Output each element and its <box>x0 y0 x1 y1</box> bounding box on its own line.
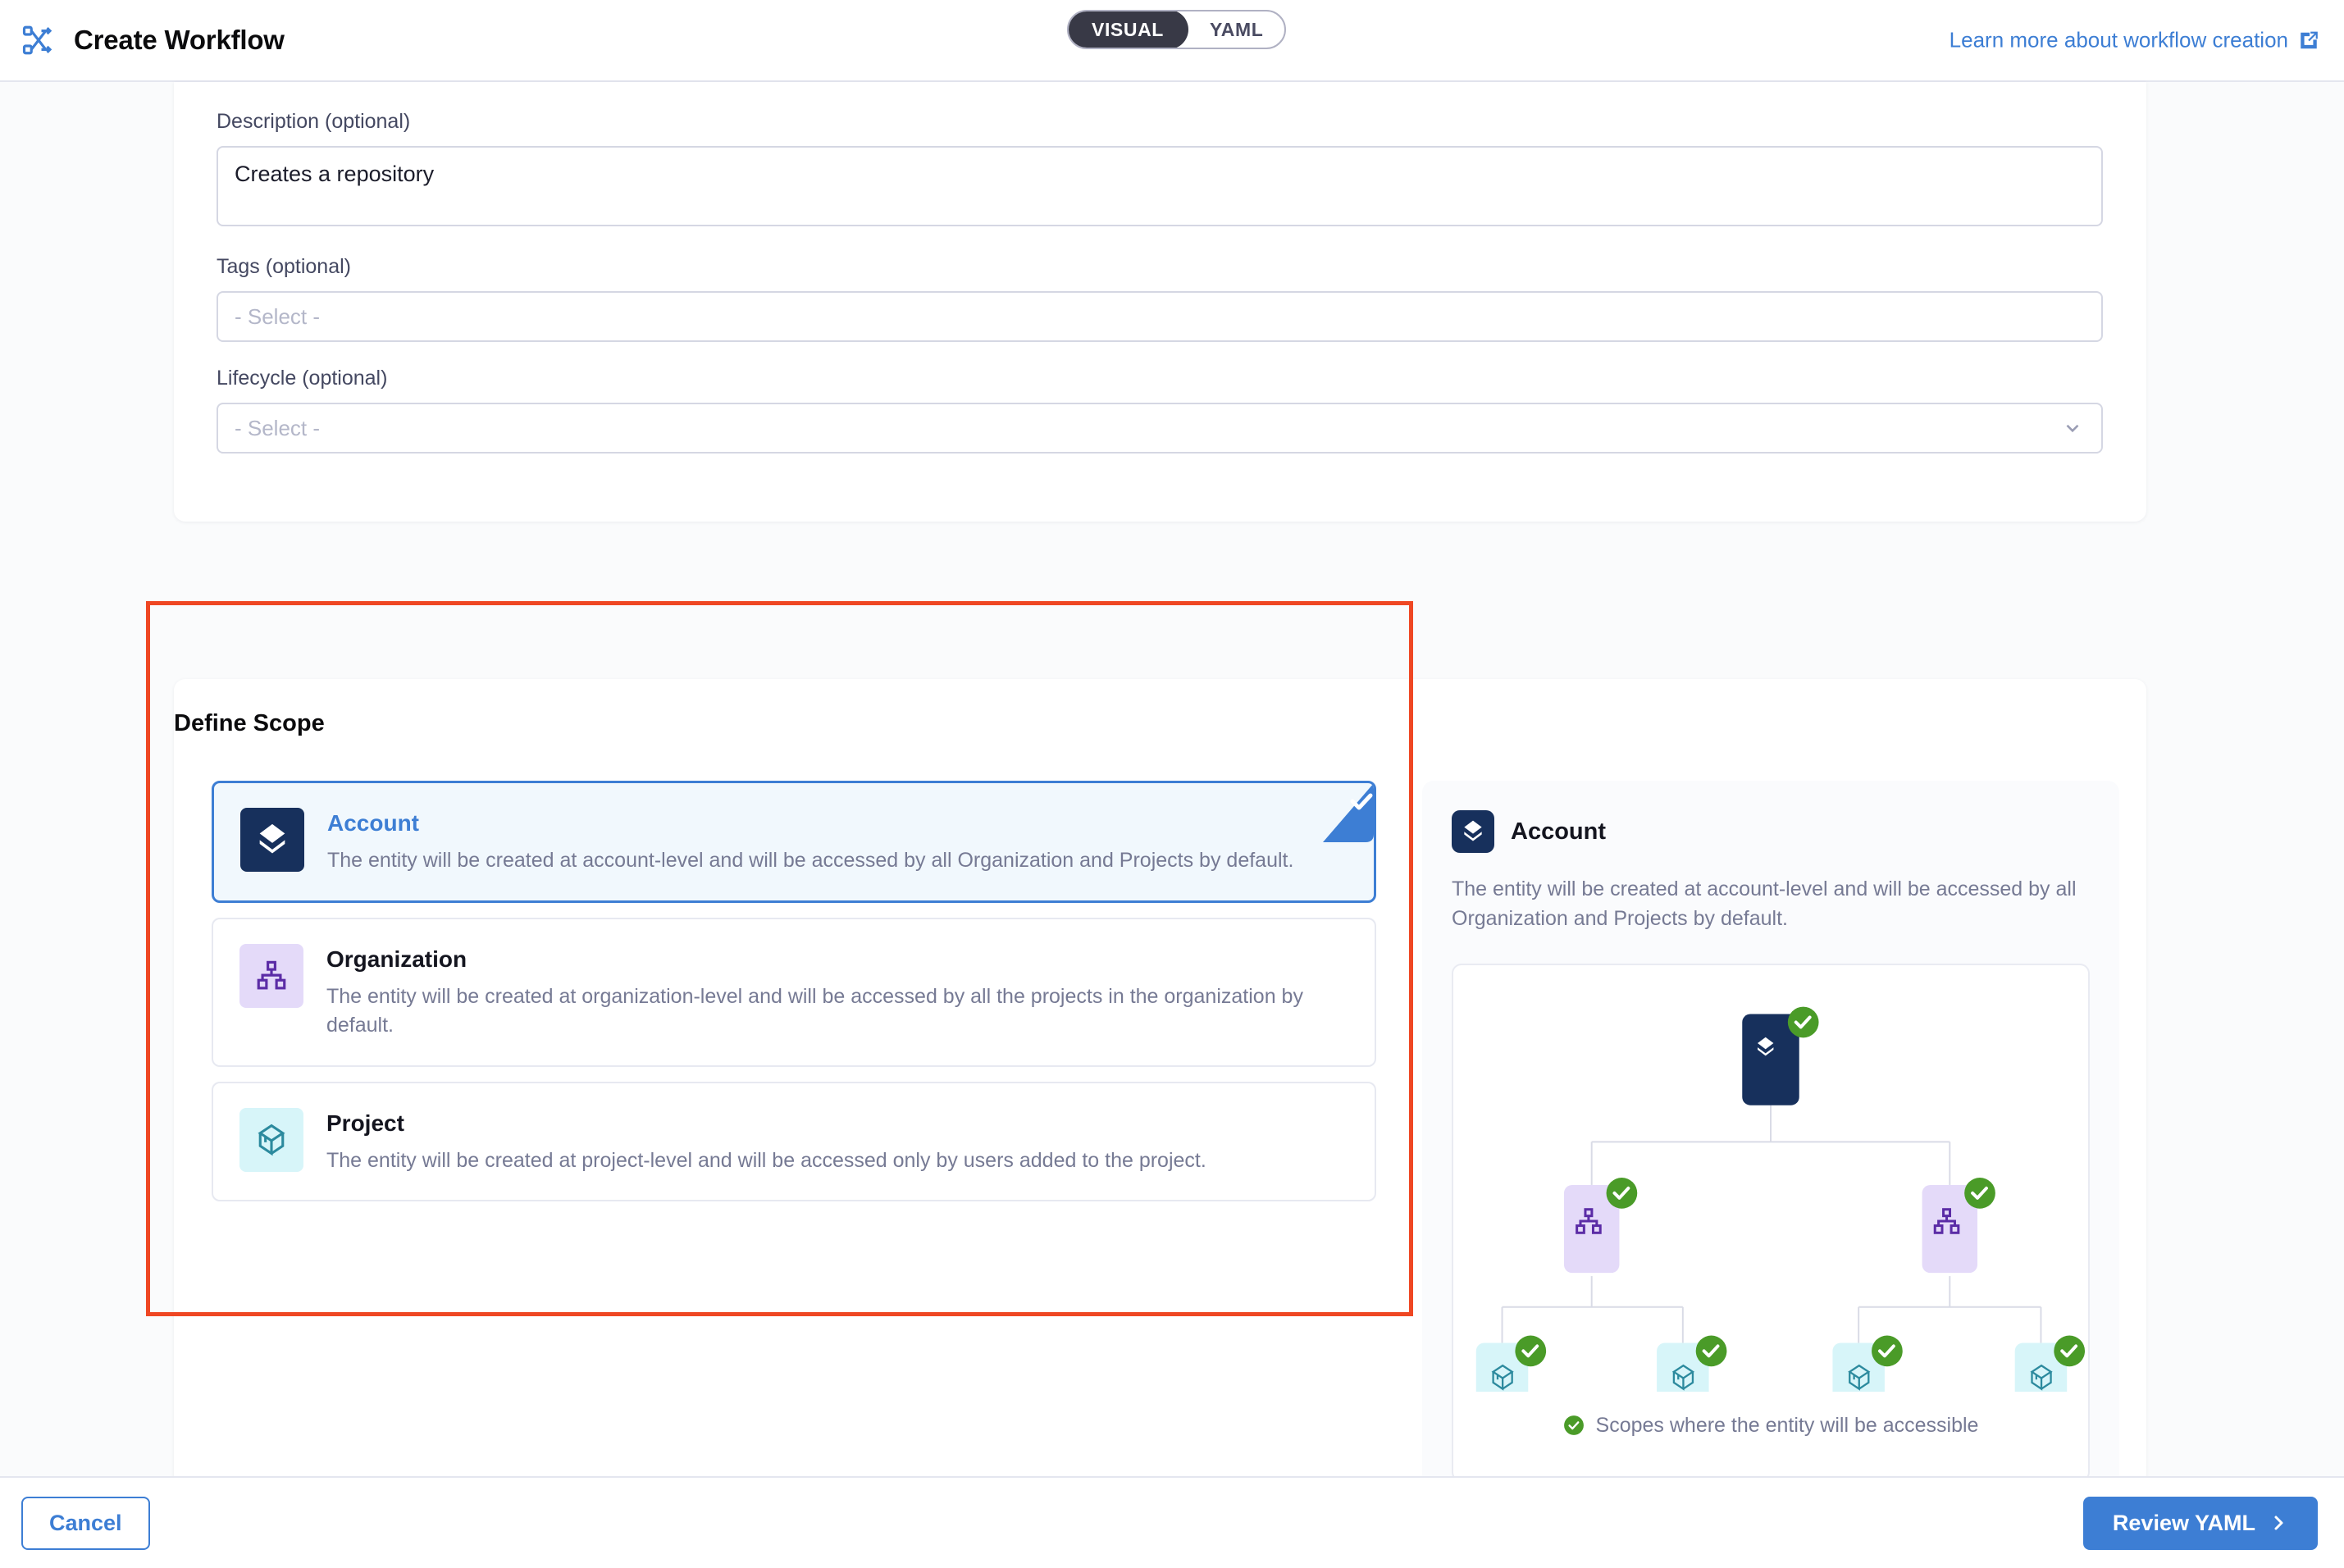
organization-description: The entity will be created at organizati… <box>326 984 1303 1037</box>
legend-label: Scopes where the entity will be accessib… <box>1595 1413 1979 1437</box>
tags-field-group: Tags (optional) - Select - <box>217 255 2104 342</box>
tags-select[interactable]: - Select - <box>217 291 2103 342</box>
project-description: The entity will be created at project-le… <box>326 1148 1206 1172</box>
scope-options-list: Account The entity will be created at ac… <box>174 781 1414 1502</box>
toggle-option-visual[interactable]: VISUAL <box>1069 11 1188 48</box>
layers-stack-icon <box>259 823 285 854</box>
lifecycle-label: Lifecycle (optional) <box>217 367 388 390</box>
org-hierarchy-icon <box>257 960 286 989</box>
chevron-right-icon <box>2274 1516 2283 1530</box>
organization-icon-box <box>239 943 303 1008</box>
description-input[interactable] <box>217 146 2103 226</box>
scope-tree-diagram: Scopes where the entity will be accessib… <box>1452 963 2090 1482</box>
scope-preview-panel: Account The entity will be created at ac… <box>1422 781 2119 1502</box>
tags-label: Tags (optional) <box>217 255 351 278</box>
check-circle-icon <box>1563 1415 1584 1435</box>
preview-description: The entity will be created at account-le… <box>1452 877 2077 931</box>
form-scroll-area: Description (optional) Tags (optional) -… <box>0 82 2344 1534</box>
tree-node-organization-1 <box>1563 1177 1638 1273</box>
external-link-icon <box>2301 31 2318 48</box>
footer-bar: Cancel Review YAML <box>0 1476 2344 1568</box>
preview-title: Account <box>1511 818 1606 845</box>
toggle-option-yaml[interactable]: YAML <box>1209 18 1264 40</box>
tree-node-project-2 <box>1657 1335 1727 1392</box>
tree-node-account <box>1742 1006 1819 1105</box>
project-texts: Project The entity will be created at pr… <box>326 1108 1206 1176</box>
diagram-legend: Scopes where the entity will be accessib… <box>1453 1414 2088 1438</box>
account-description: The entity will be created at account-le… <box>327 849 1294 872</box>
chevron-down-icon <box>2066 424 2079 433</box>
project-title: Project <box>326 1110 404 1136</box>
description-label: Description (optional) <box>217 110 411 133</box>
layers-stack-icon <box>1464 820 1482 841</box>
lifecycle-field-group: Lifecycle (optional) - Select - <box>217 367 2104 454</box>
account-title: Account <box>327 810 419 836</box>
review-yaml-button[interactable]: Review YAML <box>2082 1496 2318 1550</box>
selected-check-ribbon <box>1323 783 1374 842</box>
project-icon-box <box>239 1107 303 1172</box>
app-header: Create Workflow VISUAL YAML Learn more a… <box>0 0 2344 82</box>
organization-texts: Organization The entity will be created … <box>326 944 1348 1041</box>
lifecycle-select[interactable]: - Select - <box>217 403 2103 454</box>
page-title: Create Workflow <box>74 25 285 55</box>
scope-content: Account The entity will be created at ac… <box>174 781 2146 1502</box>
tags-placeholder: - Select - <box>235 303 321 329</box>
header-left-group: Create Workflow <box>0 23 285 57</box>
account-icon-box <box>240 808 304 872</box>
tree-node-project-3 <box>1832 1335 1903 1392</box>
description-field-group: Description (optional) <box>217 110 2104 230</box>
tree-node-project-4 <box>2014 1335 2086 1392</box>
organization-title: Organization <box>326 946 467 972</box>
cube-box-icon <box>258 1124 285 1155</box>
scope-option-project[interactable]: Project The entity will be created at pr… <box>212 1081 1376 1201</box>
tree-node-organization-2 <box>1922 1177 1995 1273</box>
lifecycle-placeholder: - Select - <box>235 415 321 440</box>
cancel-button[interactable]: Cancel <box>21 1496 150 1550</box>
learn-more-link[interactable]: Learn more about workflow creation <box>1950 28 2319 53</box>
view-mode-toggle[interactable]: VISUAL YAML <box>1067 10 1287 49</box>
learn-more-label: Learn more about workflow creation <box>1949 27 2288 52</box>
review-yaml-label: Review YAML <box>2112 1510 2255 1535</box>
tree-node-project-1 <box>1475 1335 1547 1392</box>
scope-option-organization[interactable]: Organization The entity will be created … <box>212 917 1376 1067</box>
scope-option-account[interactable]: Account The entity will be created at ac… <box>212 781 1376 903</box>
preview-header: Account <box>1452 810 2090 853</box>
preview-icon-box <box>1452 810 1494 853</box>
define-scope-title: Define Scope <box>174 710 325 736</box>
workflow-nodes-icon <box>22 25 52 55</box>
scope-hierarchy-svg <box>1475 1006 2086 1392</box>
workflow-details-card: Description (optional) Tags (optional) -… <box>174 82 2146 522</box>
account-texts: Account The entity will be created at ac… <box>327 808 1293 876</box>
